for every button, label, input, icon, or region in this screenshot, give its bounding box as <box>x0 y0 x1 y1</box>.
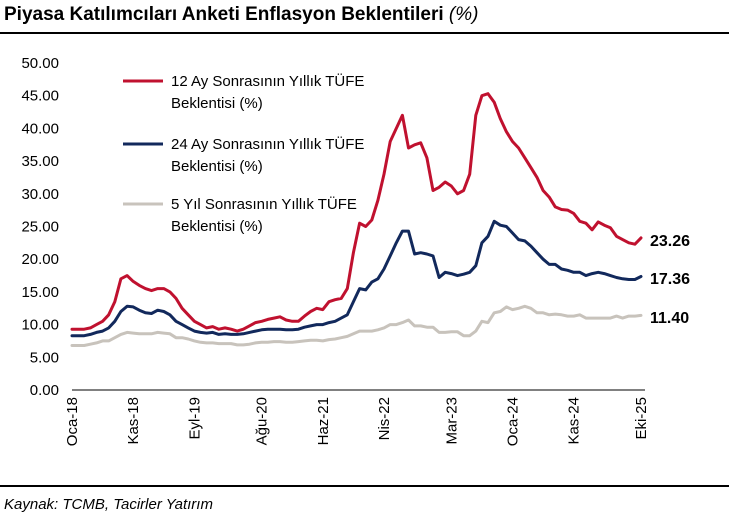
legend-label: 24 Ay Sonrasının Yıllık TÜFE <box>171 135 364 153</box>
x-tick-label: Kas-24 <box>566 397 583 445</box>
y-tick-label: 25.00 <box>21 219 59 236</box>
y-tick-label: 5.00 <box>30 349 59 366</box>
x-tick-label: Oca-18 <box>64 397 81 446</box>
end-value-label: 23.26 <box>650 233 690 250</box>
legend-label: Beklentisi (%) <box>171 95 263 112</box>
title-text: Piyasa Katılımcıları Anketi Enflasyon Be… <box>4 4 444 25</box>
x-tick-label: Mar-23 <box>443 397 460 445</box>
x-tick-label: Nis-22 <box>376 397 393 440</box>
x-tick-label: Oca-24 <box>505 397 522 446</box>
footer-divider <box>0 485 729 487</box>
y-tick-label: 40.00 <box>21 120 59 137</box>
x-tick-label: Eki-25 <box>633 397 650 440</box>
y-tick-label: 15.00 <box>21 284 59 301</box>
end-value-label: 17.36 <box>650 271 690 288</box>
x-tick-label: Haz-21 <box>315 397 332 445</box>
legend-label: 12 Ay Sonrasının Yıllık TÜFE <box>171 72 364 90</box>
x-tick-label: Eyl-19 <box>186 397 203 440</box>
x-tick-label: Ağu-20 <box>254 397 271 445</box>
y-tick-label: 50.00 <box>21 55 59 72</box>
y-tick-label: 0.00 <box>30 382 59 399</box>
series-line-2 <box>70 219 643 338</box>
header-divider <box>0 32 729 34</box>
title-unit: (%) <box>448 4 479 25</box>
y-tick-label: 10.00 <box>21 317 59 334</box>
line-chart: 0.00 5.00 10.00 15.00 20.00 25.00 30.00 35.00 40… <box>21 55 690 446</box>
end-value-label: 11.40 <box>650 310 689 327</box>
legend-label: 5 Yıl Sonrasının Yıllık TÜFE <box>171 195 357 213</box>
y-tick-label: 30.00 <box>21 186 59 203</box>
legend-label: Beklentisi (%) <box>171 218 263 235</box>
series-line-1 <box>70 92 643 333</box>
legend-label: Beklentisi (%) <box>171 158 263 175</box>
y-tick-label: 35.00 <box>21 153 59 170</box>
y-tick-label: 20.00 <box>21 251 59 268</box>
series-line-3 <box>70 304 643 347</box>
x-tick-label: Kas-18 <box>125 397 142 445</box>
y-tick-label: 45.00 <box>21 88 59 105</box>
source-note: Kaynak: TCMB, Tacirler Yatırım <box>4 496 213 513</box>
page-title: Piyasa Katılımcıları Anketi Enflasyon Be… <box>4 4 478 26</box>
